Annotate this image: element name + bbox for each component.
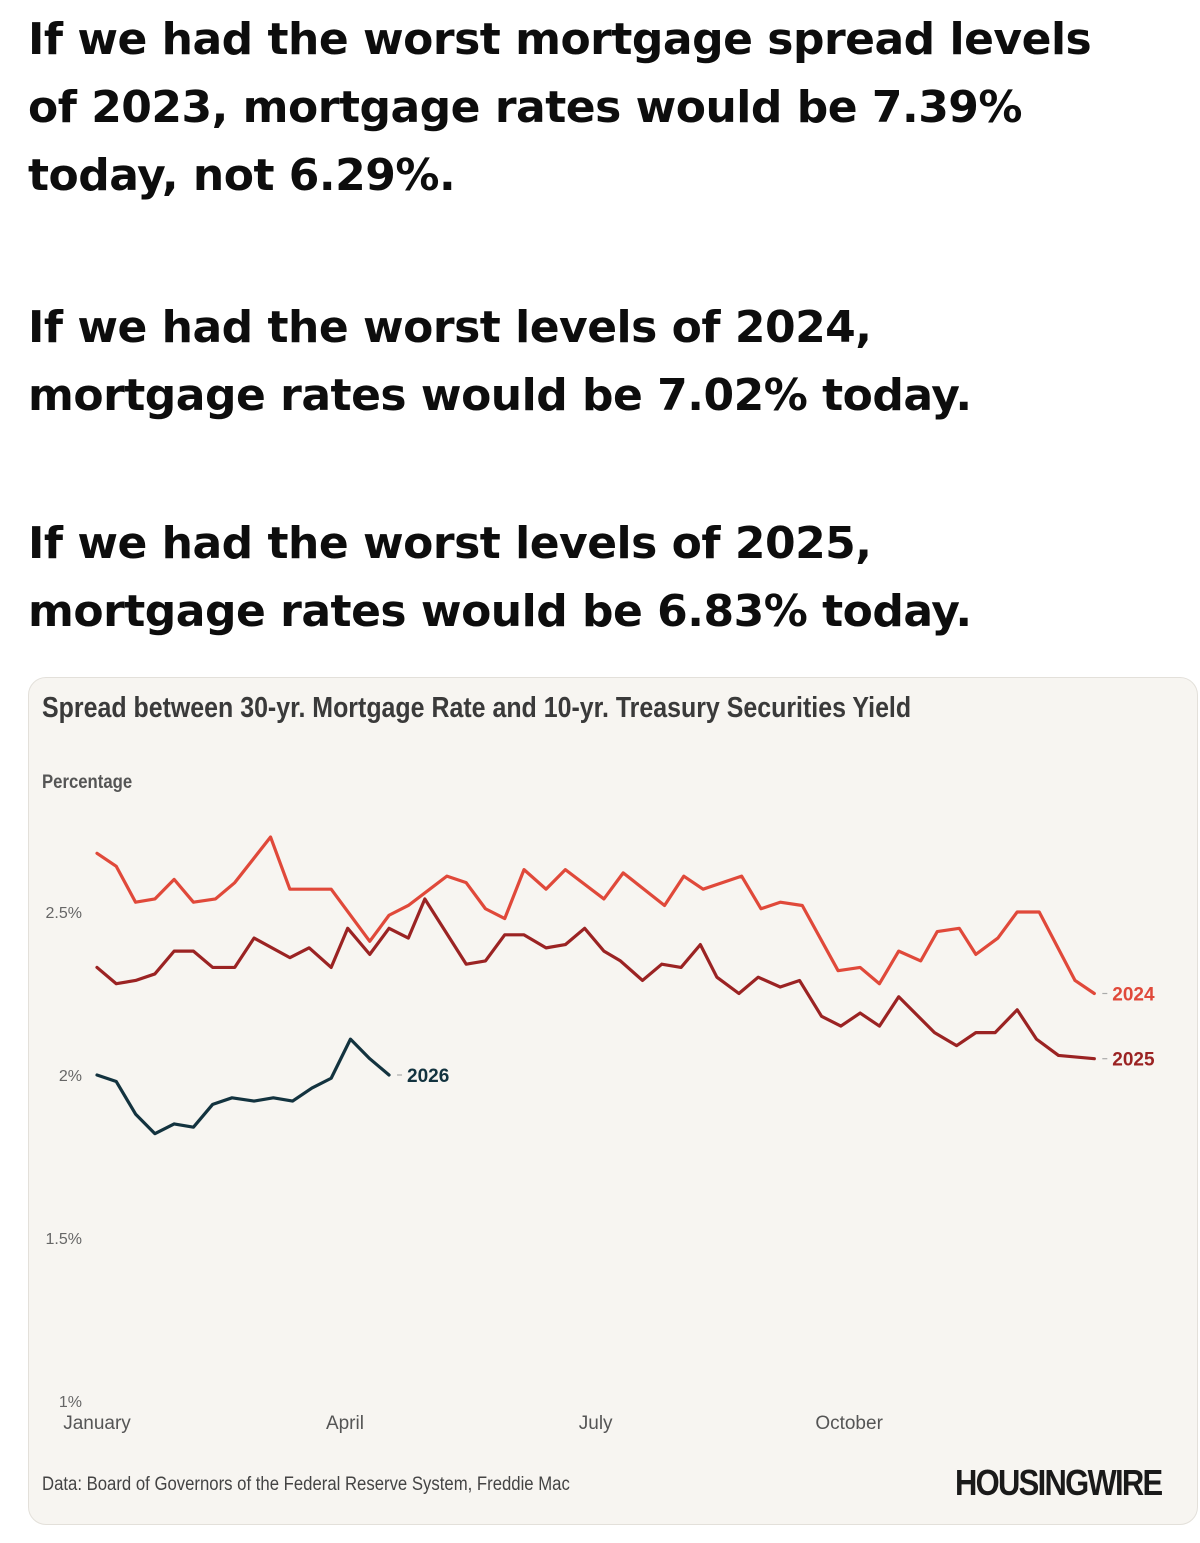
series-label-2025: 2025 bbox=[1112, 1050, 1155, 1071]
series-label-2024: 2024 bbox=[1112, 985, 1155, 1006]
headline-line: mortgage rates would be 6.83% today. bbox=[28, 586, 972, 637]
headline-line: of 2023, mortgage rates would be 7.39% bbox=[28, 82, 1023, 133]
x-tick-label: April bbox=[326, 1413, 364, 1434]
y-axis-label: Percentage bbox=[42, 772, 133, 793]
x-tick-label: January bbox=[63, 1413, 131, 1434]
chart-title: Spread between 30-yr. Mortgage Rate and … bbox=[42, 692, 912, 724]
series-line-2024 bbox=[95, 835, 1096, 996]
series-line-2025 bbox=[95, 897, 1096, 1061]
series-label-2026: 2026 bbox=[407, 1066, 449, 1087]
headline-line: If we had the worst mortgage spread leve… bbox=[28, 14, 1092, 65]
headline-line: If we had the worst levels of 2025, bbox=[28, 518, 872, 569]
y-tick-label: 2.5% bbox=[46, 905, 82, 922]
headline-line: If we had the worst levels of 2024, bbox=[28, 302, 872, 353]
headline-line: mortgage rates would be 7.02% today. bbox=[28, 370, 972, 421]
series-line-2026 bbox=[95, 1037, 391, 1136]
y-tick-label: 2% bbox=[59, 1068, 82, 1085]
source-note: Data: Board of Governors of the Federal … bbox=[42, 1474, 570, 1495]
x-tick-label: July bbox=[579, 1413, 613, 1434]
y-tick-label: 1% bbox=[59, 1394, 82, 1411]
headline-line: today, not 6.29%. bbox=[28, 150, 456, 201]
housingwire-logo: HOUSINGWIRE bbox=[955, 1462, 1163, 1503]
x-tick-label: October bbox=[815, 1413, 883, 1434]
y-tick-label: 1.5% bbox=[46, 1231, 82, 1248]
